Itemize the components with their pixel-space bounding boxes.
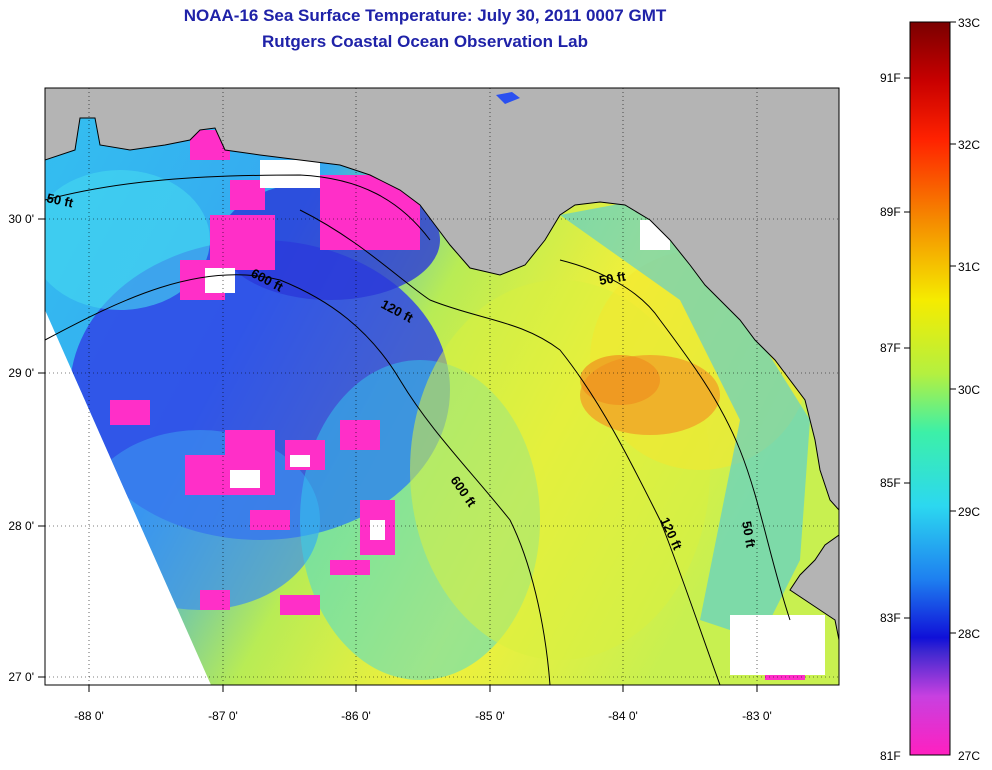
- colorbar-f-label: 87F: [880, 341, 901, 355]
- graticule: [45, 88, 839, 685]
- map-title: NOAA-16 Sea Surface Temperature: July 30…: [183, 6, 667, 25]
- lon-tick-label: -84 0': [608, 709, 638, 723]
- colorbar-c-label: 29C: [958, 505, 980, 519]
- lon-tick-label: -86 0': [341, 709, 371, 723]
- lon-tick-label: -85 0': [475, 709, 505, 723]
- colorbar-c-label: 27C: [958, 749, 980, 763]
- land-mass: [45, 88, 839, 641]
- lon-tick-label: -87 0': [208, 709, 238, 723]
- cold-patches: [110, 130, 805, 680]
- inland-water: [496, 92, 520, 104]
- colorbar-f-label: 91F: [880, 71, 901, 85]
- lon-tick-label: -83 0': [742, 709, 772, 723]
- colorbar-c-label: 28C: [958, 627, 980, 641]
- colorbar-c-label: 30C: [958, 383, 980, 397]
- contour-label-50ft-south: 50 ft: [739, 520, 759, 550]
- colorbar-f-label: 85F: [880, 476, 901, 490]
- lat-tick-label: 27 0': [8, 670, 34, 684]
- colorbar-ramp: [909, 21, 951, 756]
- lat-tick-label: 29 0': [8, 366, 34, 380]
- colorbar-f-label: 83F: [880, 611, 901, 625]
- colorbar-f-label: 89F: [880, 205, 901, 219]
- cloud-patches: [205, 160, 825, 675]
- colorbar-c-label: 31C: [958, 260, 980, 274]
- contour-label-50ft-northeast: 50 ft: [598, 268, 628, 288]
- contour-label-50ft-west: 50 ft: [45, 190, 75, 210]
- lat-tick-label: 30 0': [8, 212, 34, 226]
- colorbar-c-label: 33C: [958, 16, 980, 30]
- colorbar-f-label: 81F: [880, 749, 901, 763]
- sst-map: 50 ft 600 ft 120 ft 50 ft 600 ft 120 ft …: [8, 87, 840, 723]
- lat-tick-label: 28 0': [8, 519, 34, 533]
- colorbar-c-label: 32C: [958, 138, 980, 152]
- bathymetry-contours: [45, 174, 791, 685]
- lon-tick-label: -88 0': [74, 709, 104, 723]
- map-subtitle: Rutgers Coastal Ocean Observation Lab: [262, 32, 588, 51]
